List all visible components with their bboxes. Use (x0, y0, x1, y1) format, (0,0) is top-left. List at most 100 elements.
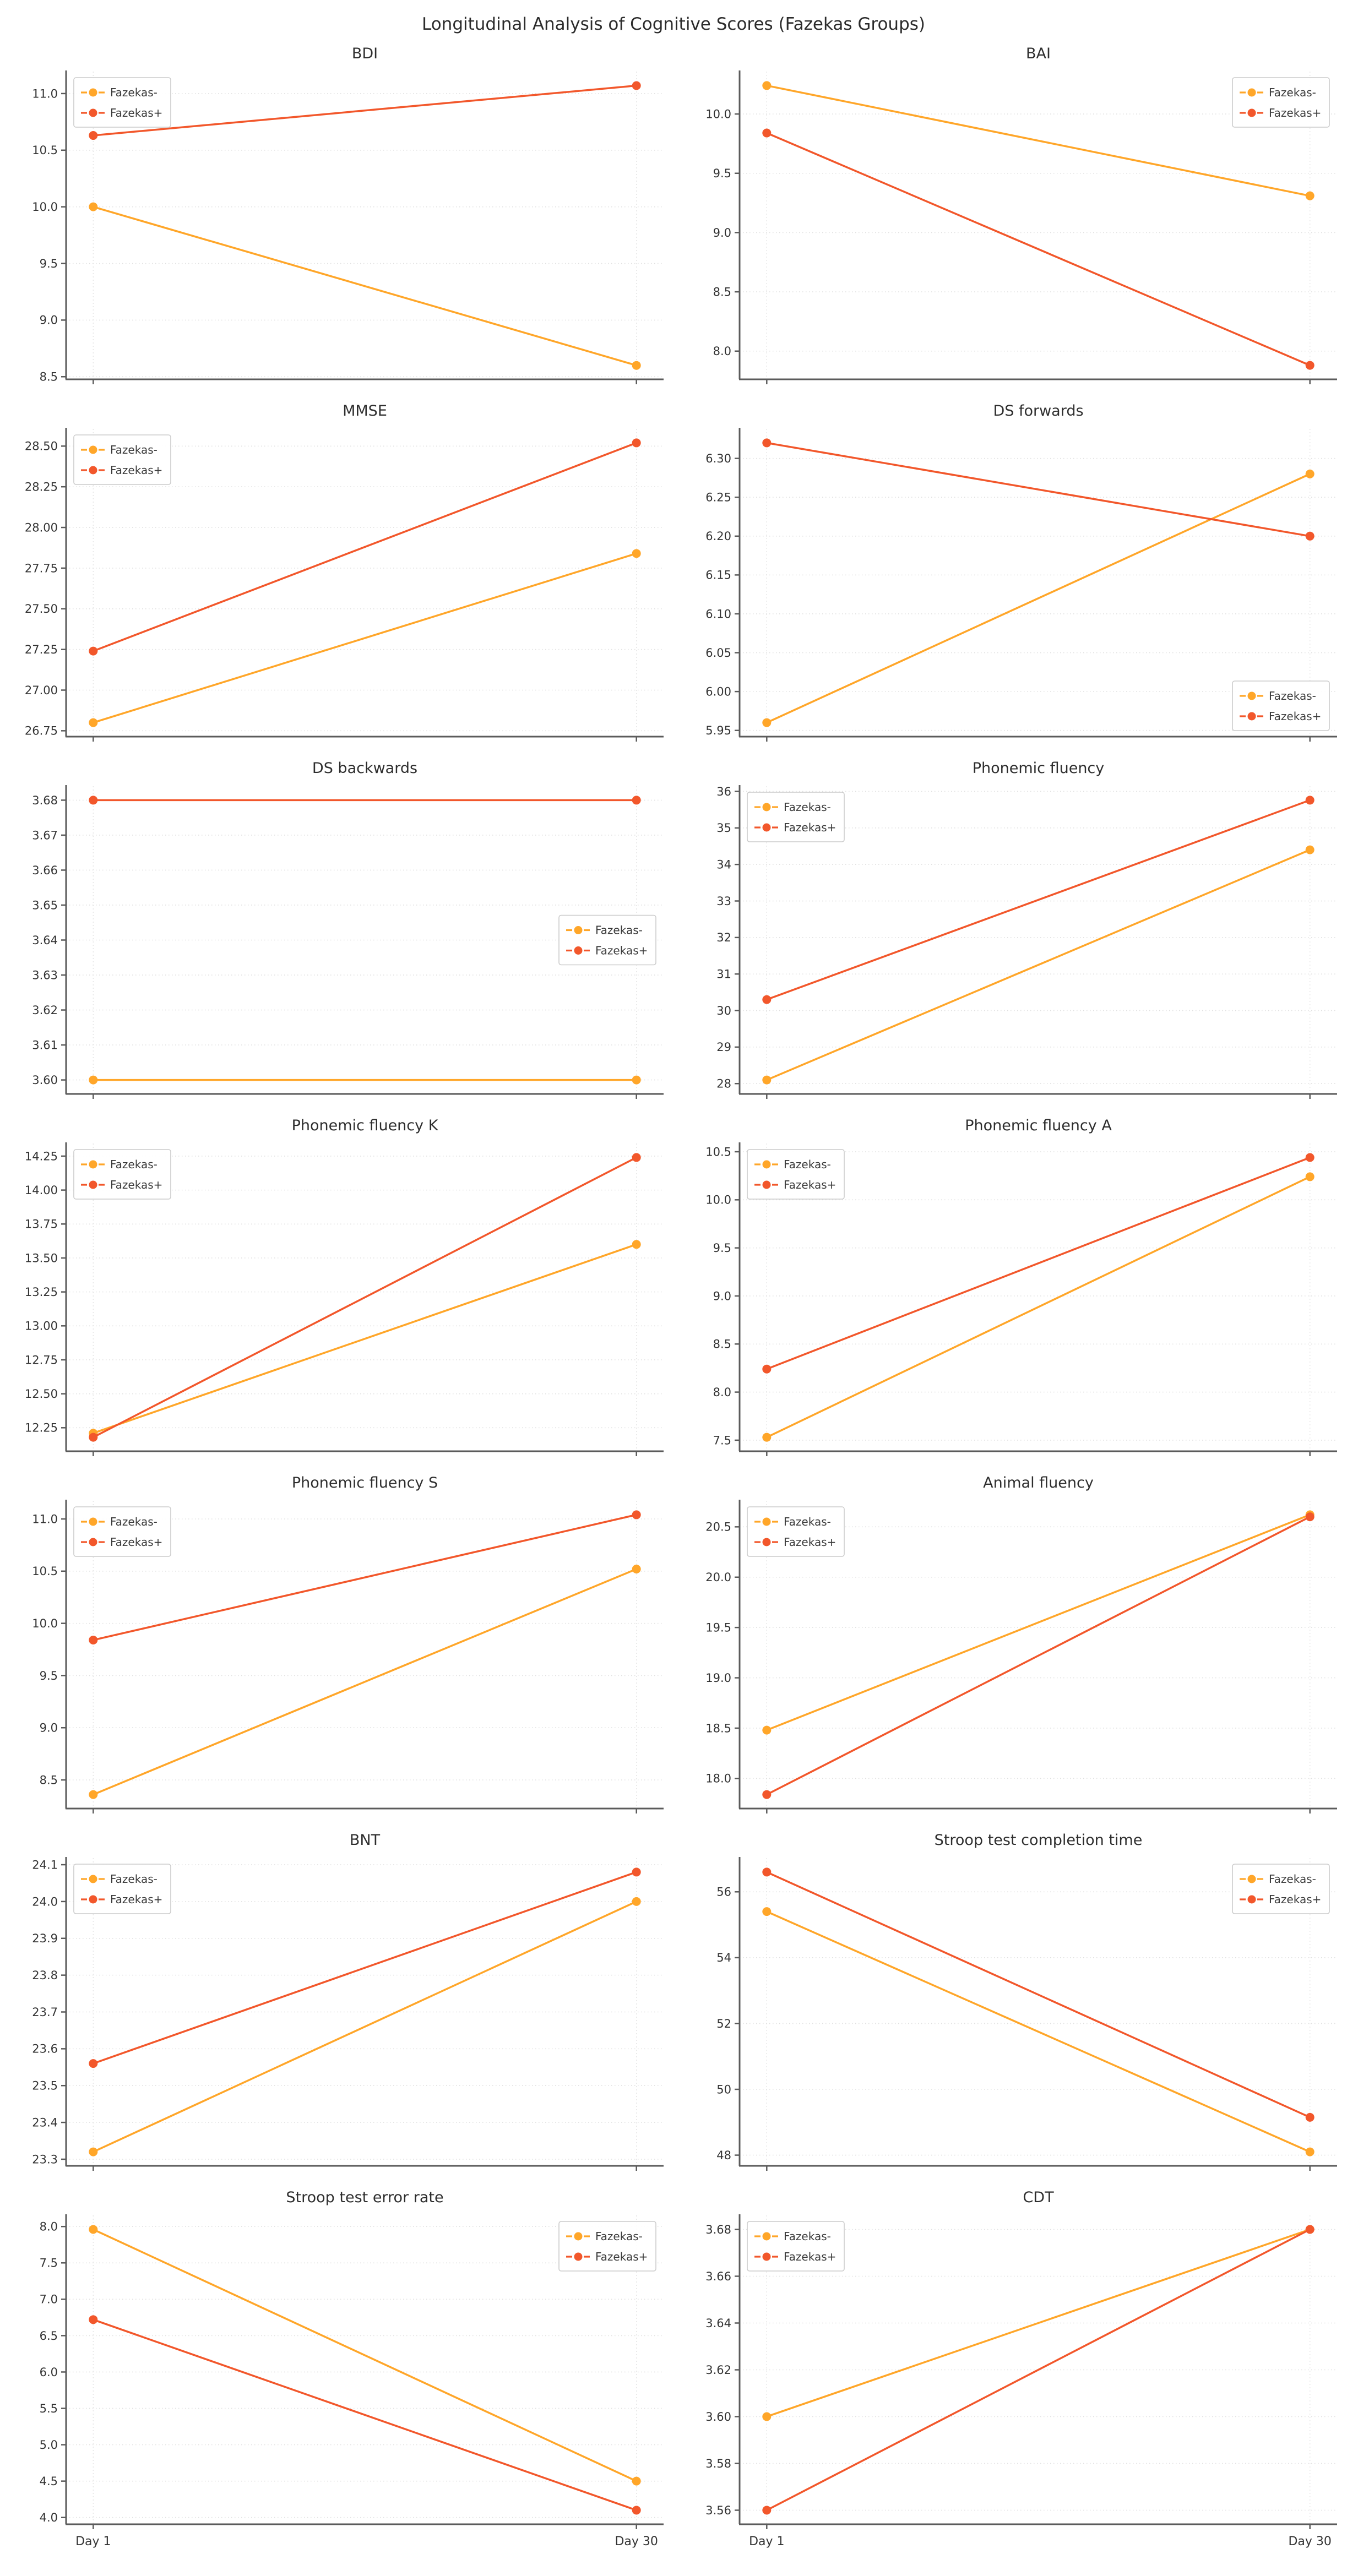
y-tick-label: 3.62 (32, 1004, 58, 1017)
chart-cell-bai: BAI 8.0 8.5 9.0 9.5 10.0 Fazekas- Fazekas+ (674, 39, 1347, 396)
data-point (632, 1240, 641, 1249)
chart-cell-stroop-completion-time: Stroop test completion time 48 50 52 54 56 Faz… (674, 1825, 1347, 2182)
chart-title: Phonemic fluency (973, 760, 1105, 777)
y-tick-label: 14.25 (25, 1150, 58, 1163)
y-tick-label: 4.0 (40, 2511, 58, 2524)
y-tick-label: 8.0 (713, 1386, 731, 1399)
legend-label: Fazekas- (110, 1158, 157, 1171)
legend-label: Fazekas- (110, 86, 157, 99)
data-point (762, 128, 772, 138)
y-tick-label: 5.5 (40, 2402, 58, 2415)
legend-box (747, 2221, 845, 2272)
data-point (89, 1075, 98, 1085)
data-point (1305, 1172, 1315, 1181)
chart-stroop-completion-time: Stroop test completion time 48 50 52 54 56 Faz… (716, 1832, 1337, 2171)
chart-title: Phonemic fluency A (965, 1117, 1112, 1134)
y-tick-label: 19.5 (705, 1621, 731, 1634)
series-line-fazekas-plus (766, 1516, 1311, 1796)
y-tick-label: 24.1 (32, 1858, 58, 1871)
y-tick-label: 3.64 (32, 934, 58, 947)
legend-marker (1247, 1875, 1256, 1883)
data-point (632, 2476, 641, 2486)
y-tick-label: 4.5 (40, 2475, 58, 2488)
legend-label: Fazekas+ (784, 1535, 836, 1549)
series-line-fazekas-minus (93, 205, 637, 367)
y-tick-label: 3.67 (32, 829, 58, 842)
legend-marker (762, 2252, 771, 2261)
legend-box (558, 2221, 656, 2272)
y-tick-label: 3.66 (705, 2270, 731, 2283)
y-tick-label: 24.0 (32, 1895, 58, 1908)
data-point (632, 1897, 641, 1906)
data-point (89, 2225, 98, 2234)
series-line-fazekas-plus (766, 132, 1311, 367)
y-tick-label: 9.0 (40, 1722, 58, 1735)
chart-title: DS forwards (993, 402, 1083, 420)
data-point (762, 1433, 772, 1442)
data-point (632, 361, 641, 370)
series-line-fazekas-plus (766, 1871, 1311, 2118)
y-tick-label: 6.15 (705, 569, 731, 582)
y-tick-label: 10.0 (32, 1617, 58, 1630)
chart-phonemic-fluency-a: Phonemic fluency A 7.5 8.0 8.5 9.0 9.5 10.0 10.… (705, 1117, 1337, 1456)
data-point (89, 1790, 98, 1799)
y-tick-label: 36 (716, 785, 731, 798)
legend: Fazekas- Fazekas+ (73, 77, 171, 128)
chart-phonemic-fluency-k: Phonemic fluency K 12.25 12.50 12.75 13.00 13… (25, 1117, 664, 1456)
y-tick-label: 3.56 (705, 2504, 731, 2517)
y-tick-label: 27.50 (25, 602, 58, 616)
y-tick-label: 28.50 (25, 440, 58, 453)
y-tick-label: 7.5 (40, 2257, 58, 2270)
legend-label: Fazekas- (110, 1872, 157, 1886)
y-tick-label: 5.95 (705, 724, 731, 737)
data-point (762, 995, 772, 1004)
data-point (1305, 2225, 1315, 2234)
y-tick-label: 32 (716, 931, 731, 944)
series-line-fazekas-plus (766, 2228, 1311, 2512)
y-tick-label: 13.00 (25, 1320, 58, 1333)
legend-label: Fazekas- (1269, 86, 1316, 99)
chart-cell-phonemic-fluency-a: Phonemic fluency A 7.5 8.0 8.5 9.0 9.5 10.0 10.… (674, 1110, 1347, 1468)
y-tick-label: 3.63 (32, 968, 58, 982)
legend-box (73, 1864, 171, 1914)
legend: Fazekas- Fazekas+ (73, 1149, 171, 1200)
legend-label: Fazekas+ (110, 1535, 162, 1549)
y-tick-label: 6.5 (40, 2329, 58, 2343)
y-tick-label: 3.66 (32, 864, 58, 877)
series-line-fazekas-minus (766, 84, 1311, 197)
y-tick-label: 3.62 (705, 2363, 731, 2377)
data-point (1305, 191, 1315, 200)
legend-marker (574, 946, 583, 955)
chart-bai: BAI 8.0 8.5 9.0 9.5 10.0 Fazekas- Fazekas+ (705, 45, 1337, 384)
y-tick-label: 10.5 (32, 1565, 58, 1578)
legend-label: Fazekas- (784, 800, 831, 814)
legend-box (1232, 77, 1330, 128)
legend-label: Fazekas+ (1269, 1893, 1321, 1906)
y-tick-label: 19.0 (705, 1671, 731, 1685)
legend-label: Fazekas+ (110, 1178, 162, 1191)
chart-title: Phonemic fluency K (292, 1117, 439, 1134)
data-point (89, 131, 98, 140)
y-tick-label: 14.00 (25, 1184, 58, 1197)
chart-cell-ds-backwards: DS backwards 3.60 3.61 3.62 3.63 3.64 3.65 3.66… (0, 753, 674, 1110)
data-point (1305, 2147, 1315, 2156)
y-tick-label: 6.30 (705, 452, 731, 465)
legend-label: Fazekas- (1269, 1872, 1316, 1886)
legend: Fazekas- Fazekas+ (1232, 680, 1330, 731)
chart-cell-bdi: BDI 8.5 9.0 9.5 10.0 10.5 11.0 Fazekas- Fazekas+ (0, 39, 674, 396)
chart-title: BAI (1026, 45, 1051, 62)
chart-phonemic-fluency-s: Phonemic fluency S 8.5 9.0 9.5 10.0 10.5 11.0 F… (32, 1474, 664, 1813)
data-point (89, 2315, 98, 2324)
legend-marker (89, 88, 97, 97)
series-line-fazekas-plus (766, 1156, 1311, 1370)
legend-marker (1247, 691, 1256, 700)
y-tick-label: 3.58 (705, 2457, 731, 2470)
legend-box (747, 792, 845, 842)
data-point (1305, 1512, 1315, 1522)
y-tick-label: 23.9 (32, 1932, 58, 1945)
chart-animal-fluency: Animal fluency 18.0 18.5 19.0 19.5 20.0 20.5 Fa… (705, 1474, 1337, 1813)
series-line-fazekas-minus (766, 473, 1311, 724)
y-tick-label: 23.7 (32, 2006, 58, 2019)
series-line-fazekas-plus (93, 442, 637, 652)
y-tick-label: 12.75 (25, 1353, 58, 1366)
